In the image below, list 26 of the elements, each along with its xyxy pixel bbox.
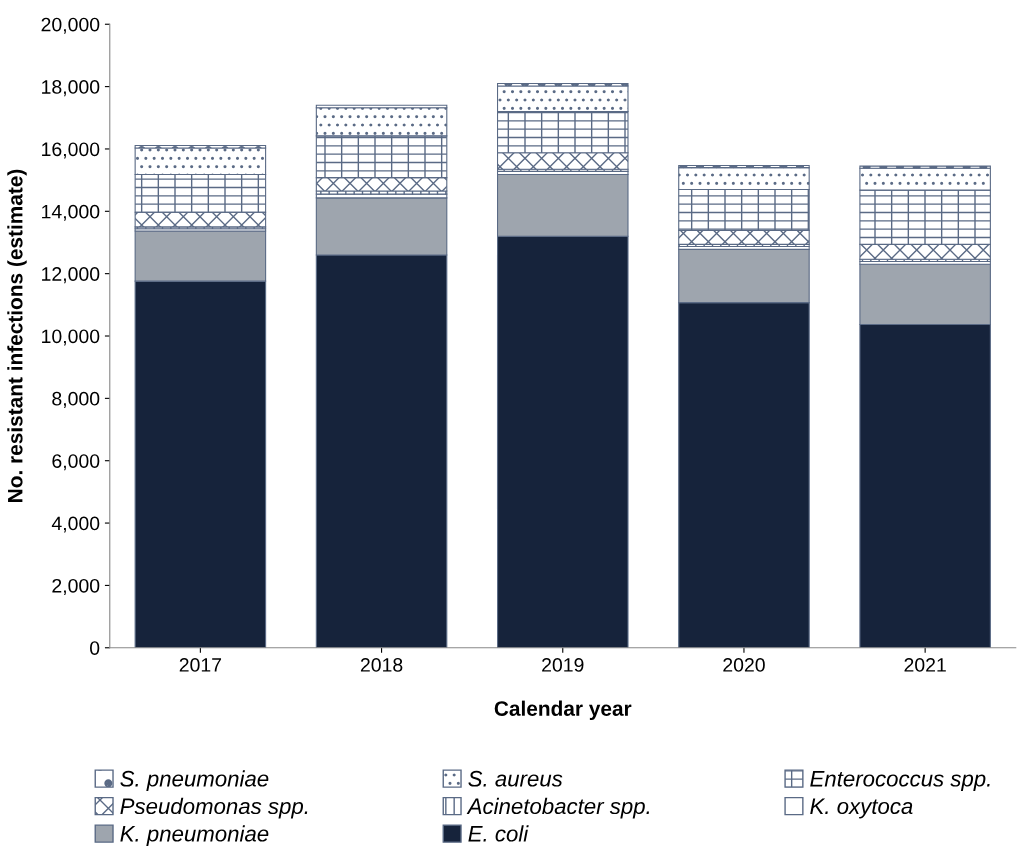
y-tick-label: 14,000 — [42, 204, 100, 221]
y-tick-label: 16,000 — [42, 142, 100, 159]
x-tick-label: 2019 — [542, 658, 584, 672]
y-tick-label: 12,000 — [42, 267, 100, 284]
x-axis-title: Calendar year — [494, 700, 632, 721]
y-tick-label: 2,000 — [52, 578, 100, 595]
legend-label: Acinetobacter spp. — [466, 797, 650, 819]
y-axis-title: No. resistant infections (estimate) — [7, 169, 27, 502]
legend-label: S. pneumoniae — [120, 770, 269, 791]
y-tick-label: 10,000 — [42, 329, 100, 346]
y-tick-label: 6,000 — [52, 454, 100, 471]
y-tick-label: 18,000 — [42, 80, 100, 97]
x-tick-label: 2021 — [904, 658, 946, 672]
y-tick-label: 8,000 — [52, 391, 100, 408]
legend-label: Enterococcus spp. — [810, 771, 990, 791]
legend-label: S. aureus — [468, 770, 563, 787]
y-tick-label: 20,000 — [41, 17, 100, 34]
x-tick-label: 2018 — [360, 658, 403, 672]
legend-label: Pseudomonas spp. — [120, 797, 308, 819]
legend-label: K. oxytoca — [810, 798, 913, 819]
x-tick-label: 2017 — [179, 658, 222, 672]
legend-label: E. coli — [468, 825, 529, 842]
y-tick-label: 4,000 — [51, 516, 100, 533]
y-tick-label: 0 — [90, 641, 100, 655]
x-tick-label: 2020 — [723, 658, 765, 672]
legend-label: K. pneumoniae — [120, 825, 269, 846]
